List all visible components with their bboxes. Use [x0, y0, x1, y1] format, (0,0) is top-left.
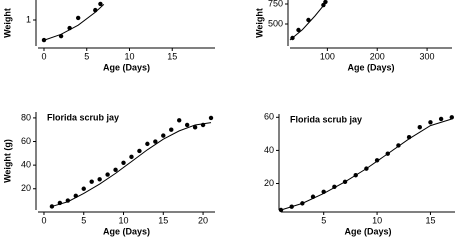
x-tick-label: 10: [119, 215, 129, 225]
data-point: [113, 167, 118, 173]
y-axis-label: Weight (g): [2, 139, 12, 183]
data-point: [161, 133, 166, 138]
data-point: [342, 179, 348, 185]
data-point: [98, 1, 103, 7]
x-tick-label: 10: [124, 51, 134, 61]
data-point: [57, 200, 63, 206]
data-point: [65, 198, 71, 203]
fit-curve: [51, 122, 212, 207]
data-point: [89, 179, 94, 184]
data-point: [321, 189, 326, 194]
data-point: [428, 120, 433, 125]
data-point: [200, 122, 206, 128]
data-point: [75, 15, 81, 21]
data-point: [278, 207, 284, 213]
y-tick-label: 80: [21, 112, 31, 122]
data-point: [310, 194, 316, 199]
data-point: [290, 35, 295, 41]
x-tick-label: 0: [41, 215, 46, 225]
data-point: [81, 186, 86, 191]
x-axis-label: Age (Days): [103, 226, 150, 236]
data-point: [374, 158, 380, 163]
data-point: [97, 177, 102, 182]
y-tick-label: 20: [264, 178, 274, 188]
x-tick-label: 15: [158, 215, 168, 225]
data-point: [184, 122, 190, 128]
y-tick-label: 1: [26, 14, 31, 24]
x-axis-label: Age (Days): [347, 62, 394, 72]
data-point: [438, 116, 444, 122]
x-tick-label: 300: [420, 51, 435, 61]
panel-title: Florida scrub jay: [47, 112, 119, 122]
data-point: [417, 125, 422, 130]
x-tick-label: 0: [41, 51, 46, 61]
y-axis-label: Weight: [254, 8, 264, 38]
fit-curve: [43, 4, 105, 41]
data-point: [306, 17, 311, 23]
data-point: [364, 166, 369, 171]
x-axis-label: Age (Days): [103, 62, 150, 72]
x-tick-label: 20: [198, 215, 208, 225]
data-point: [353, 173, 358, 178]
y-tick-label: 60: [264, 112, 274, 122]
data-point: [105, 172, 110, 177]
x-axis-label: Age (Days): [344, 226, 391, 236]
data-point: [192, 125, 198, 130]
x-tick-label: 10: [372, 215, 382, 225]
data-point: [289, 204, 294, 209]
data-point: [145, 141, 150, 147]
data-point: [41, 37, 47, 43]
data-point: [208, 115, 214, 121]
fit-curve: [280, 118, 452, 211]
data-point: [169, 127, 174, 132]
data-point: [67, 25, 72, 31]
x-tick-label: 200: [370, 51, 385, 61]
panel-title: Florida scrub jay: [290, 114, 362, 124]
x-tick-label: 5: [321, 215, 326, 225]
fit-curve: [289, 0, 328, 41]
data-point: [296, 27, 301, 33]
data-point: [323, 0, 328, 5]
y-tick-label: 20: [21, 183, 31, 193]
x-tick-label: 15: [167, 51, 177, 61]
data-point: [49, 204, 55, 209]
data-point: [129, 154, 134, 160]
data-point: [93, 7, 98, 13]
x-tick-label: 15: [425, 215, 435, 225]
y-axis-label: Weight: [2, 8, 12, 38]
data-point: [177, 118, 182, 123]
data-point: [121, 160, 126, 165]
x-tick-label: 5: [84, 51, 89, 61]
y-tick-label: 40: [21, 160, 31, 170]
y-tick-label: 750: [268, 0, 283, 8]
data-point: [137, 148, 142, 154]
data-point: [153, 139, 158, 144]
x-tick-label: 5: [81, 215, 86, 225]
y-tick-label: 500: [268, 18, 283, 28]
data-point: [396, 143, 401, 148]
data-point: [406, 134, 412, 140]
x-tick-label: 100: [320, 51, 335, 61]
data-point: [332, 184, 337, 190]
data-point: [449, 115, 454, 120]
data-point: [58, 33, 64, 39]
data-point: [385, 151, 390, 156]
y-tick-label: 40: [264, 145, 274, 155]
y-tick-label: 60: [21, 136, 31, 146]
data-point: [300, 201, 305, 206]
data-point: [73, 193, 78, 199]
